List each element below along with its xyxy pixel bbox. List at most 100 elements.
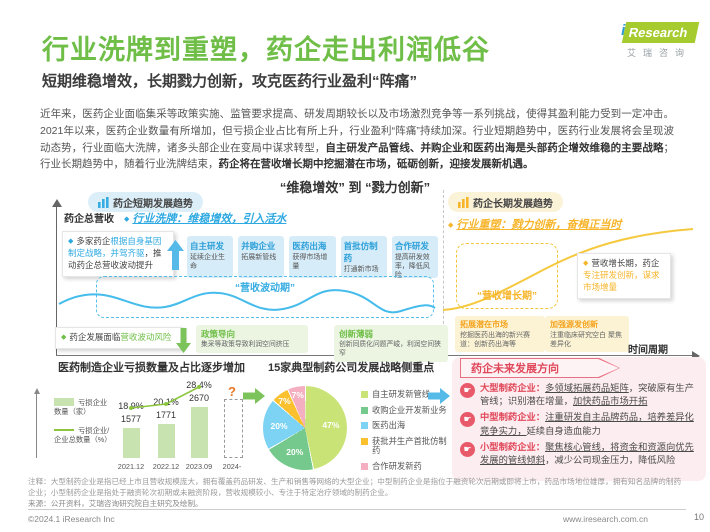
growth-period-label: “营收增长期” [477, 291, 537, 302]
x-tick-label: 2022.12 [152, 462, 180, 471]
logo-brand-cn: 艾瑞咨询 [626, 48, 691, 58]
y-axis-label: 药企总营收 [64, 214, 114, 225]
forecast-bar [223, 399, 243, 458]
pie-legend-label: 自主研发新管线 [372, 389, 431, 399]
bar-swatch-icon [54, 398, 74, 406]
future-item-label: 大型制药企业： [480, 383, 546, 393]
diamond-icon: ◆ [124, 215, 130, 223]
legend-line-label: 亏损企业/企业总数量（%） [54, 426, 112, 445]
legend-line-entry: 亏损企业/企业总数量（%） [54, 426, 112, 445]
pie-legend-item: 合作研发新药 [361, 460, 447, 472]
bar-chart-icon [98, 196, 109, 208]
strategy-box: 自主研发延续企业生命 [187, 236, 234, 278]
loss-count-bar [190, 407, 208, 458]
loss-count-bar [157, 424, 175, 458]
strategy-pie-chart: 47% 20% 20% 7% 7% [263, 386, 347, 470]
pie-slice-label: 47% [322, 420, 340, 431]
loss-bar-chart: 亏损企业数量（家） 亏损企业/企业总数量（%） 2021.12 1577 18.9%… [28, 374, 250, 472]
legend-swatch-icon [361, 462, 368, 470]
bar-value-label: 2670 [188, 393, 210, 403]
revenue-wave-curve [58, 289, 436, 314]
pie-slice-label: 20% [286, 446, 304, 457]
pie-legend-label: 收购企业开发新业务 [372, 404, 447, 415]
intro-text-2: ；行业长期趋势中，随着行业洗牌结束， [40, 141, 675, 171]
pie-slice-label: 20% [270, 420, 288, 431]
source-note: 来源：公开资料，艾瑞咨询研究院自主研究及绘制。 [28, 499, 203, 508]
short-term-pill-label: 药企短期发展趋势 [113, 198, 193, 210]
future-item-plain: ，减少公司现金压力，降低风险 [545, 454, 676, 465]
future-item-label: 中型制药企业： [480, 412, 546, 423]
pie-legend-label: 医药出海 [372, 420, 406, 431]
strategy-desc: 延续企业生命 [190, 254, 225, 270]
long-term-pill-label: 药企长期发展趋势 [473, 198, 553, 210]
growth-note-card: ◆ 营收增长期，药企专注研发创新，谋求市场增量 [577, 253, 671, 299]
short-long-divider [443, 190, 444, 354]
strategy-title: 合作研发 [394, 241, 429, 251]
strategy-title: 并购企业 [241, 241, 276, 251]
strategy-box: 医药出海获得市场增量 [289, 236, 336, 278]
note-text: ，推动药企总营收波动提升 [68, 247, 162, 270]
pie-slice-label: 7% [278, 396, 291, 407]
future-item-plain: ，突破原有生产管线；识别潜在增量， [480, 383, 694, 407]
pie-legend-label: 合作研发新药 [372, 460, 422, 471]
ratio-label: 18.9% [118, 401, 144, 411]
legend-swatch-icon [361, 391, 368, 398]
strategy-title: 自主研发 [190, 241, 225, 251]
strategy-title: 首批仿制药 [343, 241, 378, 263]
x-axis-arrow-icon [692, 351, 700, 361]
future-item-text: 中型制药企业：注重研发自主品牌药品，培养差异化竞争实力，延续自身造血能力 [480, 411, 700, 437]
pie-slice-label: 7% [291, 390, 304, 401]
action-title: 加强源发创新 [550, 320, 598, 329]
note-highlight: 根据自身基因制定战略，并驾齐驱 [68, 236, 162, 258]
short-term-headline: ◆ 行业洗牌：维稳增效，引入活水 [124, 213, 287, 225]
bar-chart-icon [458, 196, 469, 208]
risk-box-title: 创新薄弱 [339, 329, 374, 339]
diamond-icon: ◆ [61, 333, 67, 341]
up-arrow-icon [167, 240, 184, 270]
strategy-desc: 获得市场增量 [292, 254, 328, 270]
intro-text-1: 近年来，医药企业面临集采等政策实施、监管要求提高、研发周期较长以及市场激烈竞争等… [40, 108, 674, 154]
future-item-text: 大型制药企业：多领域拓展药品矩阵，突破原有生产管线；识别潜在增量，加快药品市场开… [480, 382, 700, 408]
x-tick-label: 2024- [222, 462, 242, 471]
bar-value-label: 1577 [120, 414, 142, 424]
chart-y-axis-arrow-icon [33, 388, 40, 394]
long-term-headline: ◆ 行业重塑：戮力创新，奋楫正当时 [448, 219, 622, 231]
pie-legend: 自主研发新管线收购企业开发新业务 医药出海获批并生产首批仿制药合作研发新药 [361, 389, 447, 477]
action-desc: 注重临床研究空白 聚焦差异化 [550, 332, 622, 349]
strategy-box: 并购企业 拓展新管线 [238, 236, 285, 278]
right-arrow-icon [243, 388, 265, 404]
page-title: 行业洗牌到重塑，药企走出利润低谷 [42, 35, 490, 65]
logo-wordmark: i Research [616, 22, 702, 43]
short-term-note-card: ◆ 多家药企根据自身基因制定战略，并驾齐驱，推动药企总营收波动提升 [62, 231, 174, 277]
legend-swatch-icon [361, 406, 368, 414]
risk-box-desc: 创新同质化问题严峻，利润空间狭窄 [339, 341, 441, 357]
diamond-icon: ◆ [448, 221, 454, 229]
future-direction-banner: 药企未来发展方向 [460, 358, 620, 378]
pie-legend-item: 收购企业开发新业务 [361, 404, 447, 416]
risk-box-desc: 集采等政策导致利润空间挤压 [201, 341, 290, 348]
revenue-fluctuation-box: “营收波动期” [96, 276, 434, 318]
risk-box: 政策导向 集采等政策导致利润空间挤压 [196, 325, 308, 353]
pie-legend-item: 获批并生产首批仿制药 [361, 435, 447, 456]
pointing-hand-icon: ☛ [460, 441, 475, 457]
pie-legend-item: 医药出海 [361, 421, 447, 431]
logo-brand: Research [622, 22, 700, 43]
ratio-label: 28.4% [186, 380, 212, 390]
wave-period-label: “营收波动期” [235, 283, 295, 294]
risk-box: 创新薄弱创新同质化问题严峻，利润空间狭窄 [334, 325, 448, 362]
page-subtitle: 短期维稳增效，长期戮力创新，攻克医药行业盈利“阵痛” [42, 73, 418, 90]
bar-value-label: 1771 [155, 410, 177, 420]
strategy-title: 医药出海 [292, 241, 327, 251]
legend-bar-entry: 亏损企业数量（家） [54, 398, 112, 417]
risk-text: 药企发展面临 [69, 332, 121, 342]
pie-legend-label: 获批并生产首批仿制药 [372, 435, 447, 456]
pointing-hand-icon: ☛ [460, 383, 475, 398]
revenue-y-axis [56, 206, 57, 356]
x-tick-label: 2021.12 [117, 462, 145, 471]
pie-chart-title: 15家典型制药公司发展战略侧重点 [268, 362, 435, 374]
copyright: ©2024.1 iResearch Inc [28, 514, 115, 524]
legend-swatch-icon [361, 437, 368, 445]
pie-legend-item: 自主研发新管线 [361, 389, 447, 400]
loss-chart-title: 医药制造企业亏损数量及占比逐步增加 [58, 362, 245, 374]
